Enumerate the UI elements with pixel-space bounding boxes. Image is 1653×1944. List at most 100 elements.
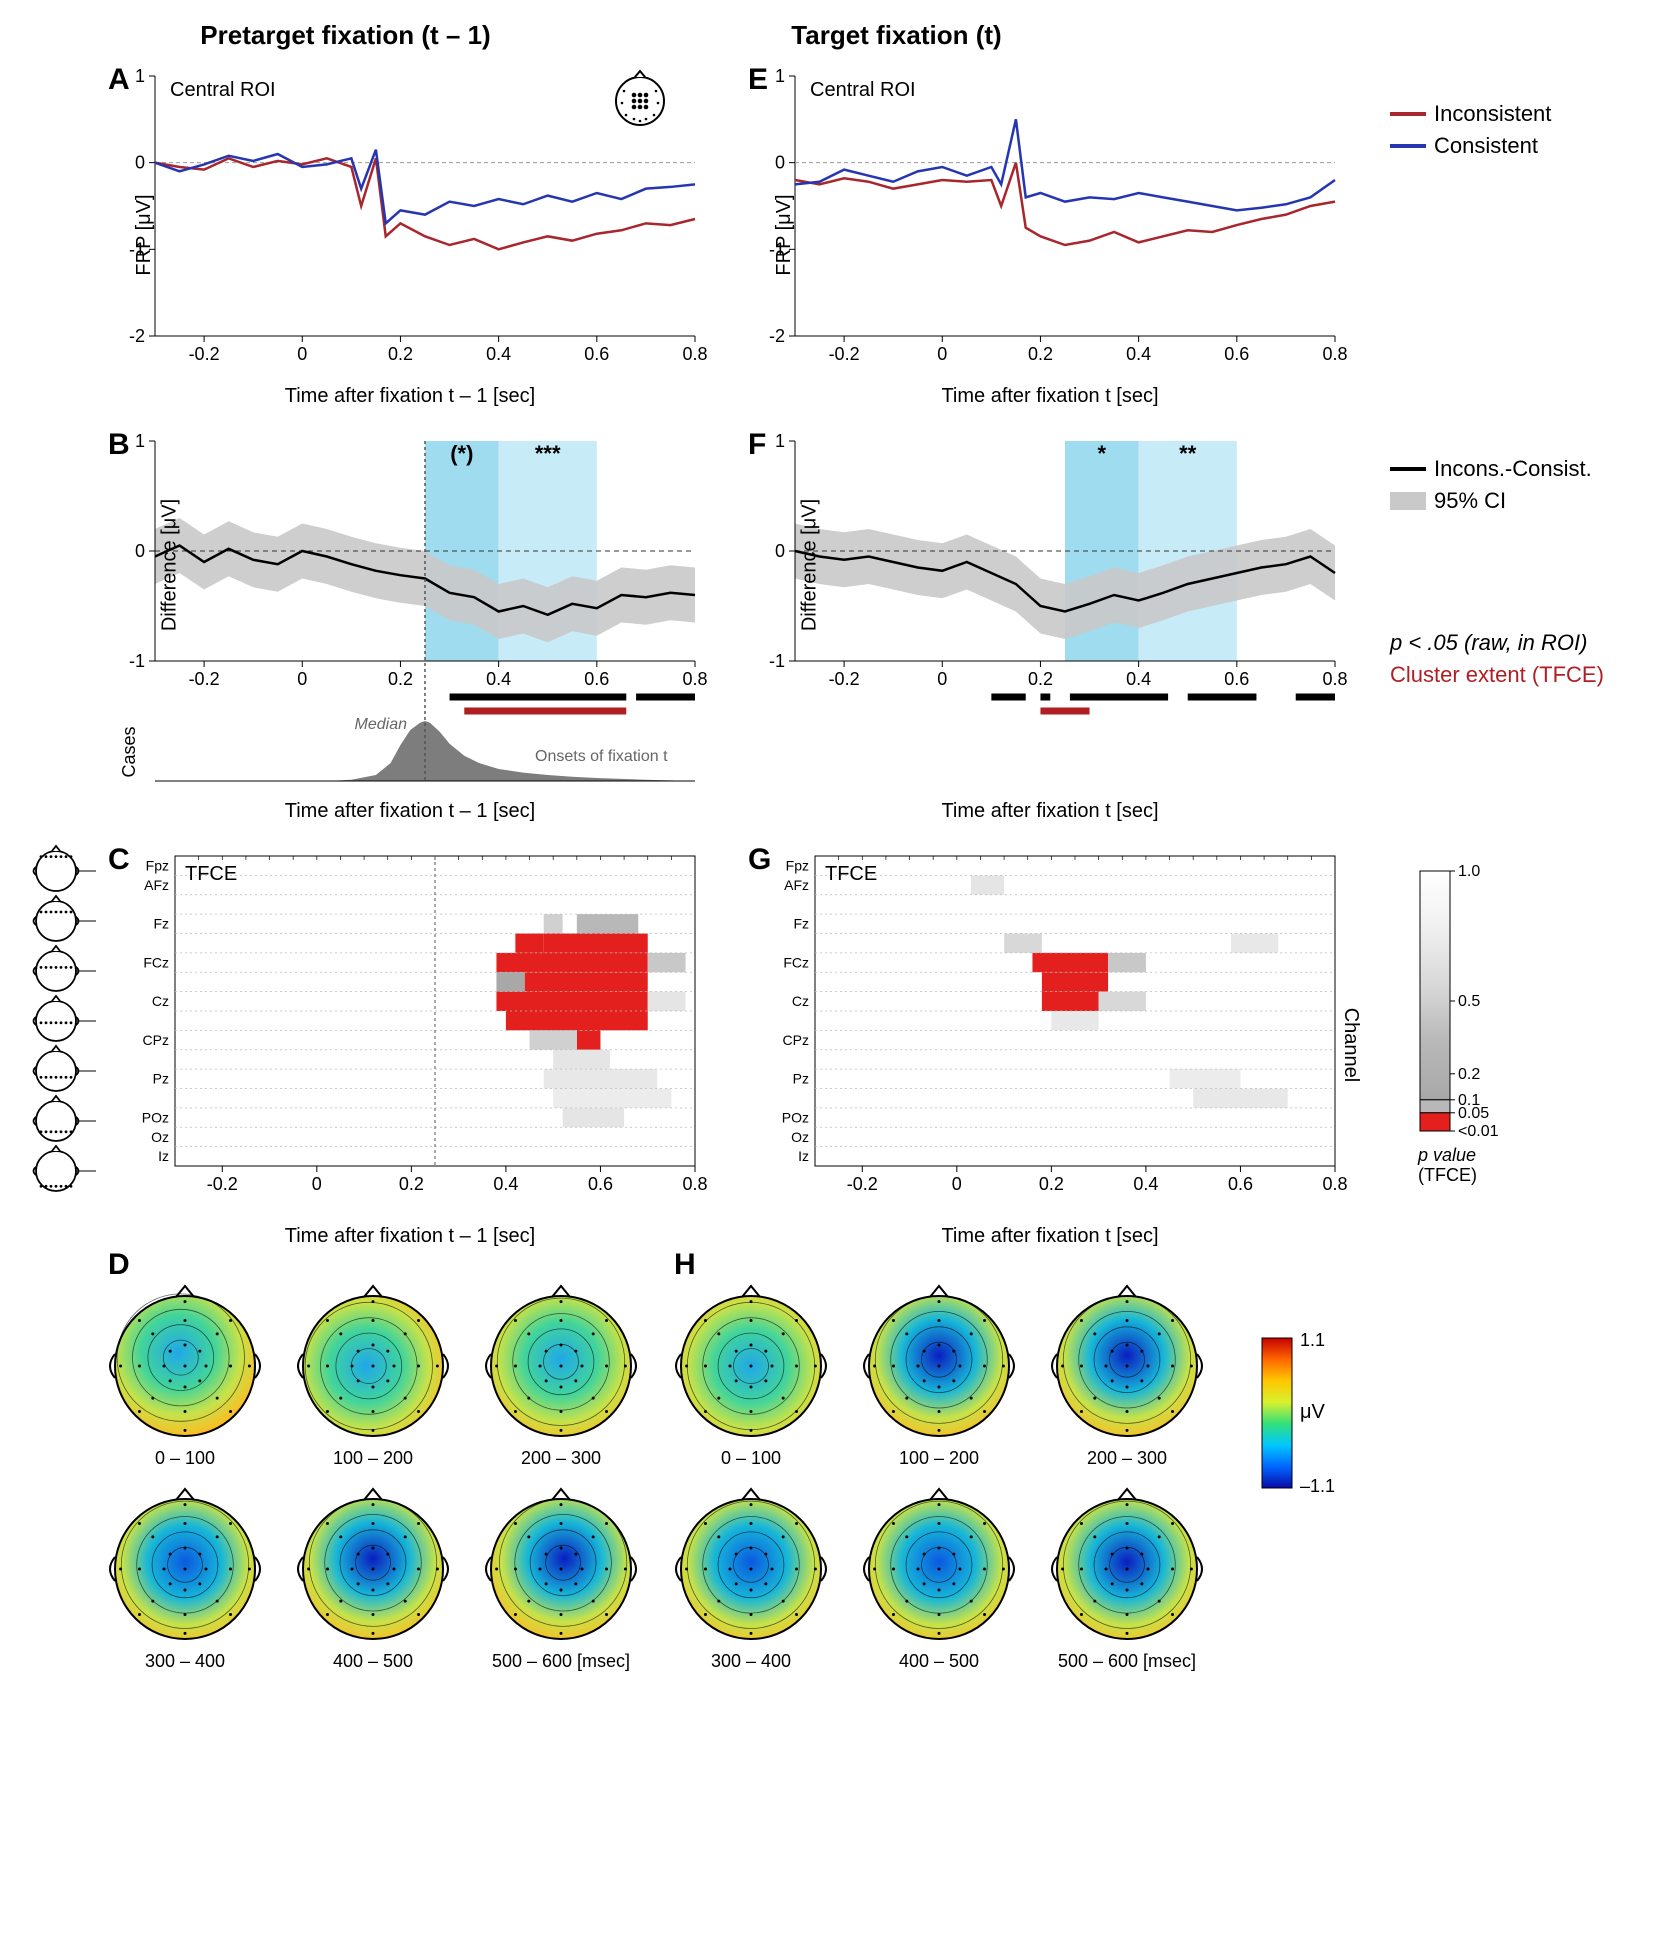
svg-text:0.8: 0.8 [1322,344,1347,364]
plot-E: -0.200.20.40.60.8-2-101 [740,61,1360,381]
roi-label-E: Central ROI [810,79,916,102]
svg-text:1.1: 1.1 [1300,1330,1325,1350]
svg-text:*: * [1098,441,1107,466]
svg-text:AFz: AFz [144,877,169,893]
svg-text:0.8: 0.8 [682,344,707,364]
panel-E: E Central ROI FRP [μV] -0.2 0 0.2 0.4 0.6 0.8… [740,61,1360,408]
legend-CG: 1.00.50.20.10.05<0.01p value(TFCE) [1410,861,1520,1201]
svg-text:0.2: 0.2 [1028,344,1053,364]
svg-text:(*): (*) [450,441,473,466]
svg-text:0.2: 0.2 [1039,1174,1064,1194]
svg-text:TFCE: TFCE [825,863,877,885]
svg-text:-2: -2 [129,326,145,346]
svg-text:-2: -2 [769,326,785,346]
panel-letter-C: C [108,843,130,877]
svg-text:-0.2: -0.2 [207,1174,238,1194]
svg-text:FCz: FCz [143,954,169,970]
panel-B: B Difference [μV] Cases -0.200.20.40.60.… [100,426,720,823]
svg-text:-0.2: -0.2 [189,669,220,689]
panel-letter-D: D [108,1248,130,1282]
ylabel-F: Difference [μV] [799,499,822,631]
topo-label: 0 – 100 [666,1448,836,1469]
svg-text:0: 0 [312,1174,322,1194]
xlabel-B: Time after fixation t – 1 [sec] [100,800,720,823]
topo-grid-D: 0 – 100100 – 200200 – 300300 – 400400 – … [100,1278,646,1672]
legend-ci: 95% CI [1390,488,1604,514]
svg-text:1: 1 [775,431,785,451]
swatch-ci [1390,492,1426,510]
svg-text:0.4: 0.4 [1126,344,1151,364]
legend-label-ci: 95% CI [1434,488,1506,514]
topo-label: 300 – 400 [100,1651,270,1672]
legend-label-rawp: p < .05 (raw, in ROI) [1390,630,1587,656]
legend-AE: Inconsistent Consistent [1390,101,1551,165]
panel-H: H 0 – 100100 – 200200 – 300300 – 400400 … [666,1278,1212,1672]
head-stack-icon [20,841,100,1221]
svg-text:0.8: 0.8 [1322,1174,1347,1194]
panel-D: D 0 – 100100 – 200200 – 300300 – 400400 … [100,1278,646,1672]
svg-text:0: 0 [297,344,307,364]
svg-text:**: ** [1179,441,1197,466]
svg-text:0.6: 0.6 [1224,669,1249,689]
panel-G: G Channel FpzAFzFzFCzCzCPzPzPOzOzIz-0.20… [740,841,1360,1248]
svg-text:1: 1 [775,66,785,86]
colorbar-pvalue: 1.00.50.20.10.05<0.01p value(TFCE) [1410,861,1520,1201]
svg-text:0.8: 0.8 [682,1174,707,1194]
svg-text:-1: -1 [769,651,785,671]
panel-letter-F: F [748,428,766,462]
plot-A: -0.200.20.40.60.8-2-101 [100,61,720,381]
svg-text:0.8: 0.8 [1322,669,1347,689]
svg-text:CPz: CPz [143,1032,169,1048]
title-left: Pretarget fixation (t – 1) [100,20,591,61]
ylabel-channel: Channel [1339,1007,1362,1082]
svg-text:0.8: 0.8 [682,669,707,689]
svg-text:0.6: 0.6 [1228,1174,1253,1194]
topo-label: 100 – 200 [288,1448,458,1469]
svg-text:0.05: 0.05 [1458,1105,1489,1122]
legend-BF: Incons.-Consist. 95% CI p < .05 (raw, in… [1390,456,1604,694]
swatch-inconsistent [1390,112,1426,116]
svg-text:Pz: Pz [153,1071,169,1087]
xlabel-E: Time after fixation t [sec] [740,385,1360,408]
svg-text:1.0: 1.0 [1458,863,1480,880]
topo-grid-H: 0 – 100100 – 200200 – 300300 – 400400 – … [666,1278,1212,1672]
panel-F: F Difference [μV] -0.200.20.40.60.8-101*… [740,426,1360,823]
svg-text:0.6: 0.6 [588,1174,613,1194]
svg-text:0: 0 [297,669,307,689]
svg-text:Iz: Iz [158,1148,169,1164]
svg-text:Fz: Fz [793,916,809,932]
legend-item-inconsistent: Inconsistent [1390,101,1551,127]
xlabel-C: Time after fixation t – 1 [sec] [100,1225,720,1248]
ylabel-E: FRP [μV] [773,194,796,275]
panel-letter-E: E [748,63,768,97]
svg-text:0.6: 0.6 [584,344,609,364]
colorbar-uv: 1.1μV–1.1 [1252,1318,1372,1518]
topo-label: 500 – 600 [msec] [1042,1651,1212,1672]
svg-text:0: 0 [952,1174,962,1194]
svg-text:0: 0 [937,344,947,364]
xlabel-G: Time after fixation t [sec] [740,1225,1360,1248]
svg-text:-0.2: -0.2 [829,344,860,364]
xlabel-F: Time after fixation t [sec] [740,800,1360,823]
svg-text:0.6: 0.6 [1224,344,1249,364]
svg-text:Iz: Iz [798,1148,809,1164]
topo-label: 200 – 300 [1042,1448,1212,1469]
svg-text:-0.2: -0.2 [847,1174,878,1194]
svg-text:1: 1 [135,66,145,86]
panel-letter-G: G [748,843,771,877]
svg-text:Pz: Pz [793,1071,809,1087]
svg-text:TFCE: TFCE [185,863,237,885]
topo-label: 500 – 600 [msec] [476,1651,646,1672]
svg-text:0: 0 [775,153,785,173]
svg-text:0.4: 0.4 [486,344,511,364]
svg-text:FCz: FCz [783,954,809,970]
svg-text:Cz: Cz [152,993,169,1009]
topo-label: 100 – 200 [854,1448,1024,1469]
legend-label-inconsistent: Inconsistent [1434,101,1551,127]
xlabel-A: Time after fixation t – 1 [sec] [100,385,720,408]
svg-text:0.4: 0.4 [1133,1174,1158,1194]
ylabel-A: FRP [μV] [133,194,156,275]
svg-text:<0.01: <0.01 [1458,1123,1499,1140]
panel-letter-B: B [108,428,130,462]
legend-label-consistent: Consistent [1434,133,1538,159]
